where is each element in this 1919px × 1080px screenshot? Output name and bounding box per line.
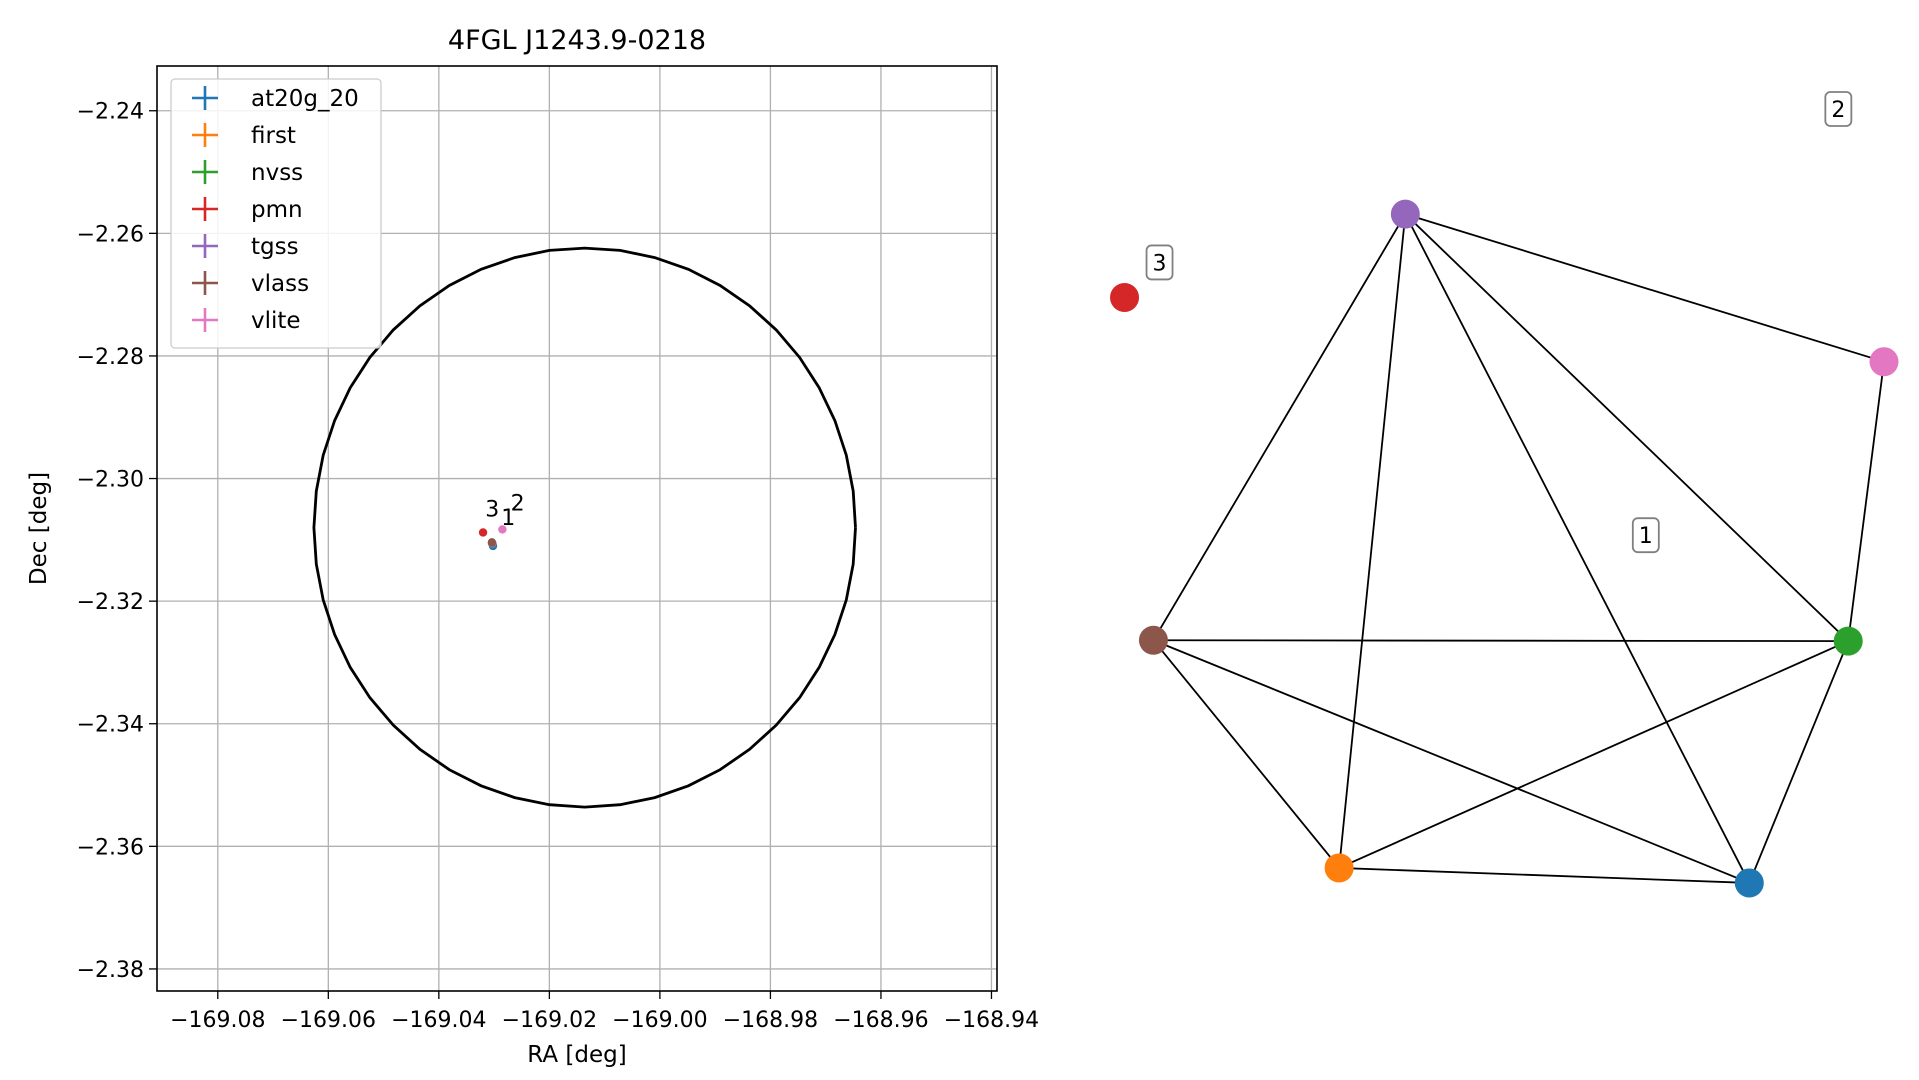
network-label-3: 3	[1145, 244, 1174, 281]
y-tick-label: −2.34	[77, 713, 144, 738]
edge-first-at20g_20	[1339, 867, 1750, 884]
y-tick-label: −2.38	[77, 958, 144, 983]
x-axis-ticks: −169.08 −169.06 −169.04 −169.02 −169.00 −168.…	[170, 991, 1039, 1033]
edge-tgss-at20g_20	[1404, 213, 1751, 884]
legend-label: tgss	[251, 234, 299, 260]
legend-item-pmn: pmn	[192, 197, 303, 223]
edge-tgss-vlite	[1405, 213, 1885, 363]
label-box	[1145, 244, 1174, 281]
localization-ellipse	[312, 246, 857, 809]
label-text: 3	[1153, 251, 1167, 276]
y-tick-label: −2.28	[77, 345, 144, 370]
legend-label: first	[251, 123, 296, 149]
data-points	[478, 525, 507, 551]
legend-label: vlass	[251, 271, 309, 297]
legend-label: nvss	[251, 160, 303, 186]
network-label-1: 1	[1631, 517, 1660, 554]
point-vlite	[498, 525, 507, 534]
legend-label: at20g_20	[251, 86, 359, 112]
point-annotations: 3 21	[485, 491, 524, 531]
edge-vlass-nvss	[1153, 639, 1849, 642]
axes-frame	[156, 65, 998, 992]
scatter-panel: 4FGL J1243.9-0218 3 21 −169.08 −169.06 −169…	[26, 25, 1039, 1068]
edge-nvss-at20g_20	[1748, 640, 1850, 884]
grid-lines	[157, 66, 997, 991]
legend-label: vlite	[251, 308, 301, 334]
localization-ellipse-line	[312, 246, 857, 809]
network-nodes	[1110, 199, 1899, 898]
point-annotation: 2	[511, 491, 525, 516]
label-box	[1824, 91, 1853, 127]
y-tick-label: −2.26	[77, 222, 144, 247]
edge-tgss-first	[1338, 213, 1407, 869]
y-tick-label: −2.24	[77, 100, 144, 125]
x-tick-label: −169.08	[170, 1008, 265, 1033]
x-tick-label: −168.96	[833, 1008, 928, 1033]
x-tick-label: −168.98	[723, 1008, 818, 1033]
chart-title: 4FGL J1243.9-0218	[448, 25, 706, 56]
x-tick-label: −169.06	[281, 1008, 376, 1033]
legend-box	[170, 78, 382, 349]
legend-item-tgss: tgss	[192, 234, 299, 260]
network-labels: 1 2 3	[1145, 91, 1853, 554]
y-tick-label: −2.32	[77, 590, 144, 615]
node-vlite	[1869, 347, 1899, 377]
edge-vlass-first	[1152, 639, 1340, 869]
network-panel: 1 2 3	[1110, 91, 1899, 898]
node-at20g_20	[1734, 868, 1764, 898]
legend-item-vlite: vlite	[192, 308, 301, 334]
x-tick-label: −169.04	[391, 1008, 486, 1033]
node-tgss	[1390, 199, 1420, 229]
point-pmn	[478, 528, 488, 537]
legend-label: pmn	[251, 197, 303, 223]
node-first	[1324, 853, 1354, 883]
point-vlass	[487, 538, 497, 547]
legend-item-nvss: nvss	[192, 160, 303, 186]
y-axis-label: Dec [deg]	[26, 472, 52, 585]
x-axis-label: RA [deg]	[527, 1042, 626, 1068]
edge-tgss-vlass	[1152, 213, 1407, 641]
y-tick-label: −2.30	[77, 468, 144, 493]
point-annotation: 3	[485, 498, 499, 523]
legend-item-at20g_20: at20g_20	[192, 86, 359, 112]
node-nvss	[1833, 626, 1863, 656]
label-text: 1	[1639, 524, 1653, 549]
legend-item-first: first	[192, 123, 296, 149]
node-pmn	[1110, 282, 1140, 312]
network-edges	[1152, 213, 1885, 884]
x-tick-label: −169.00	[612, 1008, 707, 1033]
edge-first-nvss	[1338, 640, 1849, 869]
node-vlass	[1138, 625, 1168, 655]
label-text: 2	[1831, 98, 1845, 123]
label-box	[1631, 517, 1660, 554]
edge-vlite-nvss	[1847, 361, 1885, 642]
point-annotation: 1	[501, 506, 515, 531]
legend-item-vlass: vlass	[192, 271, 309, 297]
network-label-2: 2	[1824, 91, 1853, 127]
edge-vlass-at20g_20	[1153, 639, 1750, 884]
x-tick-label: −168.94	[944, 1008, 1039, 1033]
edge-tgss-nvss	[1404, 213, 1849, 642]
y-axis-ticks: −2.24 −2.26 −2.28 −2.30 −2.32 −2.34 −2.36 −2.38	[77, 100, 157, 983]
x-tick-label: −169.02	[502, 1008, 597, 1033]
y-tick-label: −2.36	[77, 835, 144, 860]
